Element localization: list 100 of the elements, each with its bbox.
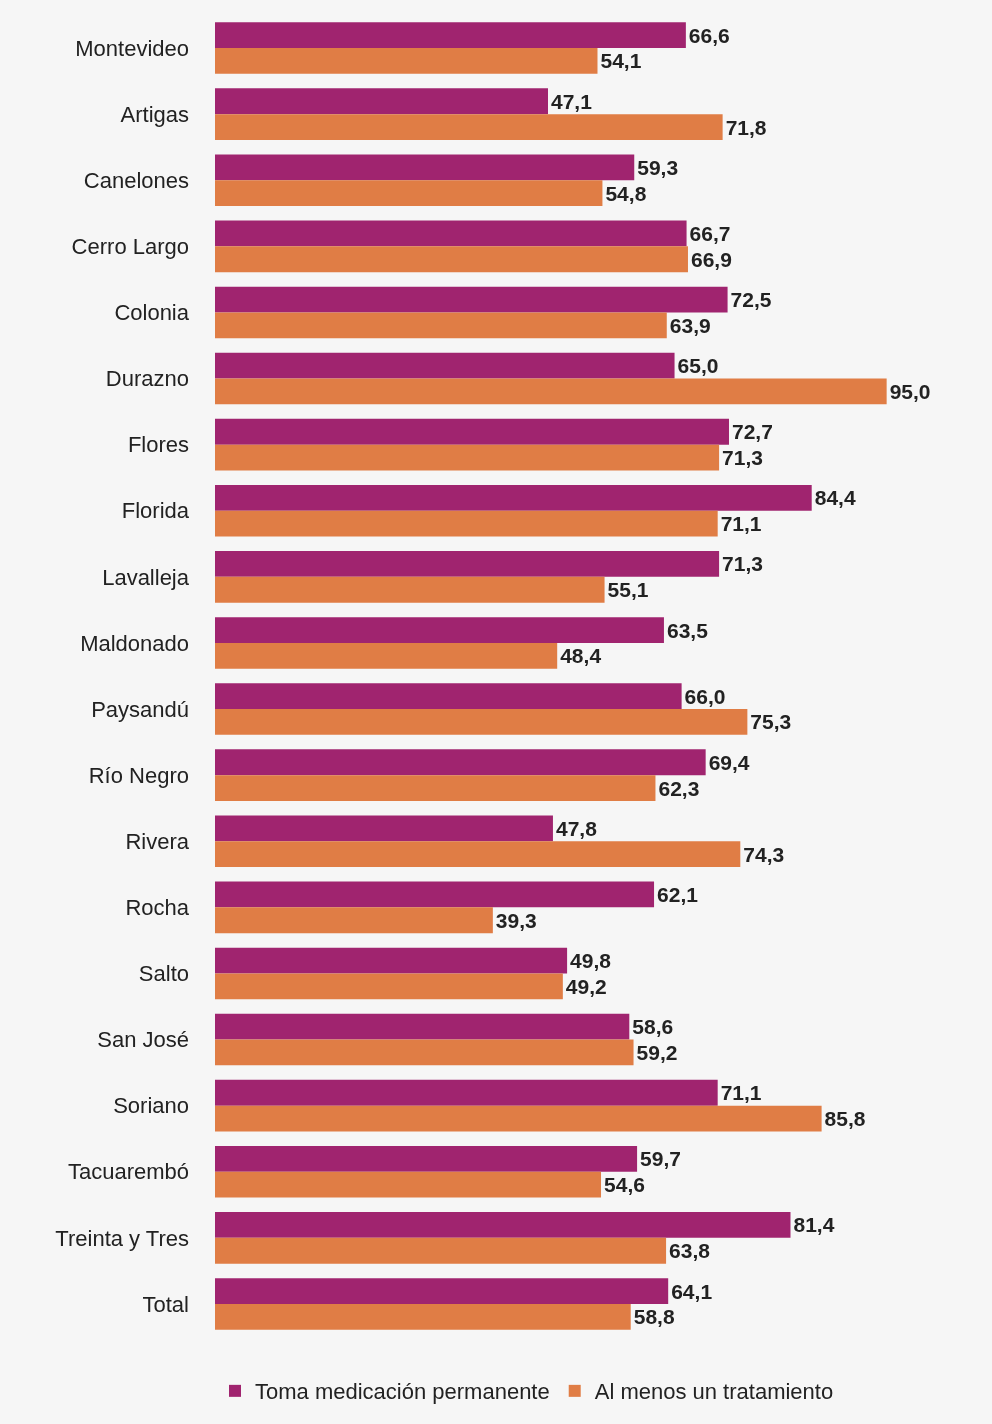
bar [215,841,741,868]
data-label: 59,3 [637,155,679,179]
bar [215,907,493,934]
data-label: 85,8 [824,1107,866,1131]
legend-label: Toma medicación permanente [255,1379,550,1405]
bar [215,947,568,974]
data-label: 62,1 [657,882,699,906]
data-label: 66,7 [689,221,731,245]
bar [215,551,720,577]
y-tick-label: Treinta y Tres [55,1225,189,1251]
y-tick-label: Canelones [83,167,189,193]
bar [215,180,603,207]
y-tick-label: Río Negro [88,762,189,788]
data-label: 64,1 [671,1279,713,1303]
data-label: 69,4 [708,750,750,774]
bar [215,378,887,405]
data-label: 71,3 [722,552,763,576]
bar [215,973,563,1000]
data-label: 66,0 [684,684,726,708]
bar [215,1212,791,1238]
bar [215,444,720,471]
y-tick-label: Montevideo [75,35,189,61]
data-label: 39,3 [495,908,537,932]
bar [215,114,723,140]
y-tick-label: Paysandú [91,696,189,722]
data-label: 71,1 [720,512,762,536]
y-tick-label: Colonia [114,300,190,326]
data-label: 72,5 [730,288,772,312]
data-label: 71,8 [725,115,767,139]
data-label: 47,1 [551,89,593,113]
bar [215,88,548,115]
bar [215,1303,631,1330]
data-label: 74,3 [743,842,785,866]
y-tick-label: Rivera [125,828,190,854]
bar [215,312,667,339]
bar [215,510,718,537]
y-tick-label: Lavalleja [102,564,190,590]
data-label: 65,0 [677,354,719,378]
y-tick-label: Durazno [105,366,189,392]
data-label: 59,2 [636,1040,678,1064]
y-tick-label: Tacuarembó [67,1159,189,1185]
bar [215,246,688,273]
bar [215,642,558,669]
bar [215,1278,669,1304]
data-label: 54,6 [604,1173,645,1197]
data-label: 63,9 [669,313,711,337]
bar [215,881,655,908]
data-label: 95,0 [889,379,931,403]
y-tick-label: Soriano [113,1093,189,1119]
bar [215,220,687,247]
data-label: 66,9 [690,247,732,271]
data-label: 71,1 [720,1081,762,1105]
bar [215,484,812,511]
bar [215,418,729,445]
data-label: 71,3 [722,446,763,470]
data-label: 54,1 [600,49,642,73]
data-label: 75,3 [750,710,792,734]
data-label: 81,4 [793,1213,835,1237]
bar [215,352,675,379]
bar [215,709,748,735]
y-tick-label: Salto [138,961,189,987]
bar [215,1237,667,1264]
data-label: 58,6 [632,1015,674,1039]
data-label: 72,7 [731,420,773,444]
bar [215,1105,822,1132]
legend-label: Al menos un tratamiento [594,1379,834,1405]
data-label: 66,6 [688,23,730,47]
y-tick-label: Artigas [120,101,189,127]
y-tick-label: Rocha [125,895,190,921]
data-label: 58,8 [633,1305,675,1329]
bar [215,22,686,49]
y-tick-label: Cerro Largo [71,234,189,260]
data-label: 59,7 [640,1147,681,1171]
bar [215,48,598,74]
data-label: 62,3 [658,776,700,800]
bar [215,1171,602,1198]
bar [215,815,553,842]
bar [215,576,605,603]
data-label: 49,2 [565,974,607,998]
data-label: 54,8 [605,181,647,205]
data-label: 48,4 [560,644,602,668]
data-label: 84,4 [814,486,856,510]
bar [215,1145,638,1172]
data-label: 63,8 [669,1239,711,1263]
bar [215,683,682,710]
data-label: 47,8 [555,816,598,840]
bar [215,286,728,313]
y-tick-label: Total [142,1291,189,1317]
bar [215,1013,630,1040]
bar [215,154,635,181]
bar [215,1039,634,1066]
data-label: 63,5 [666,618,709,642]
data-label: 55,1 [607,578,649,602]
bar [215,1079,718,1106]
y-tick-label: San José [97,1027,189,1053]
y-tick-label: Maldonado [80,630,189,656]
bar [215,749,706,776]
y-tick-label: Flores [127,432,189,458]
bar [215,775,656,801]
bar [215,617,664,643]
